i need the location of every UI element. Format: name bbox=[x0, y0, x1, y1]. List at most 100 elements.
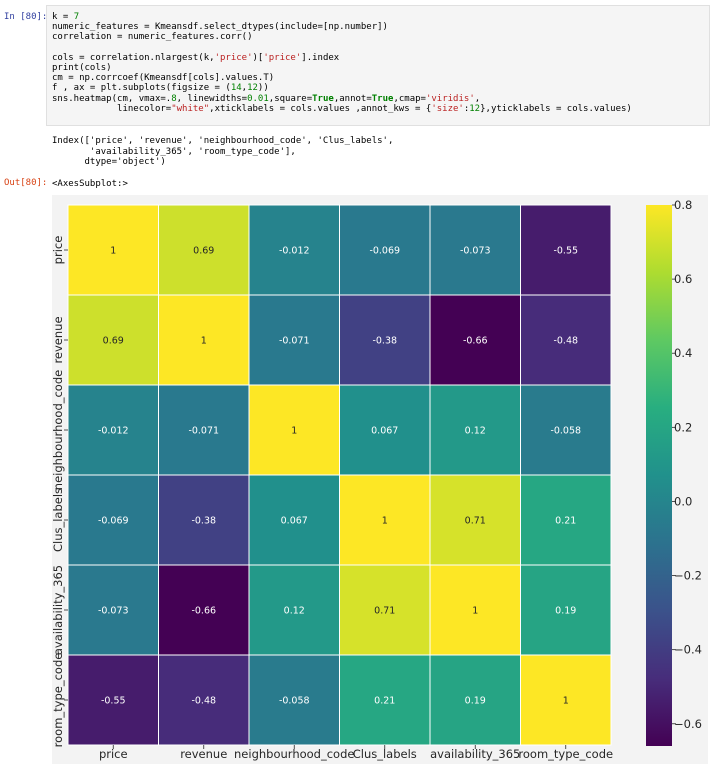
y-tick-label: Clus_labels bbox=[51, 488, 65, 552]
cell-annotation: 0.71 bbox=[465, 516, 486, 527]
heatmap-cell bbox=[339, 474, 431, 566]
x-tick-label: neighbourhood_code bbox=[234, 747, 354, 761]
y-tick-label: price bbox=[51, 236, 65, 265]
cell-annotation: -0.069 bbox=[98, 516, 129, 527]
cell-annotation: 1 bbox=[382, 516, 388, 527]
y-tick-label: availability_365 bbox=[51, 565, 65, 655]
cell-annotation: -0.071 bbox=[188, 426, 219, 437]
code-line: print(cols) bbox=[52, 63, 112, 74]
y-tick-label: revenue bbox=[51, 316, 65, 363]
cell-annotation: 0.21 bbox=[374, 696, 395, 707]
cell-annotation: -0.48 bbox=[553, 336, 578, 347]
heatmap-cell bbox=[248, 654, 340, 746]
code-line: sns.heatmap(cm, vmax=.8, linewidths=0.01… bbox=[52, 93, 481, 104]
heatmap-cell bbox=[339, 384, 431, 476]
stdout-line: Index(['price', 'revenue', 'neighbourhoo… bbox=[52, 136, 394, 146]
heatmap-cell bbox=[429, 654, 521, 746]
cell-annotation: 0.19 bbox=[555, 606, 576, 617]
heatmap-cell bbox=[520, 564, 612, 656]
cell-annotation: 0.12 bbox=[284, 606, 305, 617]
x-tick-label: availability_365 bbox=[430, 747, 520, 761]
cell-annotation: -0.55 bbox=[101, 696, 126, 707]
heatmap-cell bbox=[158, 294, 250, 386]
stdout-line: dtype='object') bbox=[52, 157, 166, 168]
heatmap-cell bbox=[429, 294, 521, 386]
input-prompt: In [80]: bbox=[4, 12, 48, 22]
x-tick-label: price bbox=[99, 747, 128, 761]
axes-repr-output: <AxesSubplot:> bbox=[52, 179, 128, 189]
heatmap-cell bbox=[429, 564, 521, 656]
code-line: linecolor="white",xticklabels = cols.val… bbox=[52, 103, 632, 114]
code-line: correlation = numeric_features.corr() bbox=[52, 32, 253, 43]
heatmap-cell bbox=[248, 474, 340, 566]
cell-annotation: -0.66 bbox=[463, 336, 488, 347]
code-line: k = 7 bbox=[52, 12, 80, 22]
cell-annotation: -0.073 bbox=[98, 606, 129, 617]
output-prompt: Out[80]: bbox=[4, 178, 48, 188]
heatmap-cell bbox=[158, 384, 250, 476]
y-tick-label: neighbourhood_code bbox=[51, 370, 65, 490]
heatmap-cell bbox=[520, 204, 612, 296]
heatmap-cell bbox=[429, 204, 521, 296]
heatmap-cell bbox=[67, 654, 159, 746]
cell-annotation: 0.69 bbox=[103, 336, 124, 347]
heatmap-cell bbox=[248, 384, 340, 476]
code-line: numeric_features = Kmeansdf.select_dtype… bbox=[52, 22, 388, 33]
cell-annotation: -0.48 bbox=[191, 696, 216, 707]
code-line: f , ax = plt.subplots(figsize = (14,12)) bbox=[52, 83, 269, 94]
cell-annotation: 1 bbox=[110, 246, 116, 257]
colorbar-tick-label: 0.2 bbox=[674, 420, 692, 434]
cell-annotation: 1 bbox=[472, 606, 478, 617]
cell-annotation: -0.55 bbox=[553, 246, 578, 257]
heatmap-cell bbox=[339, 294, 431, 386]
cell-annotation: -0.058 bbox=[550, 426, 581, 437]
heatmap-cell bbox=[158, 474, 250, 566]
cell-annotation: 0.69 bbox=[193, 246, 214, 257]
colorbar-tick-label: −0.4 bbox=[674, 643, 702, 657]
code-line: cols = correlation.nlargest(k,'price')['… bbox=[52, 52, 340, 63]
heatmap-cell bbox=[248, 294, 340, 386]
heatmap-cell bbox=[520, 654, 612, 746]
cell-annotation: -0.38 bbox=[372, 336, 397, 347]
x-tick-label: room_type_code bbox=[518, 747, 613, 761]
heatmap-cell bbox=[248, 204, 340, 296]
cell-annotation: 0.71 bbox=[374, 606, 395, 617]
cell-annotation: 0.21 bbox=[555, 516, 576, 527]
cell-annotation: -0.073 bbox=[460, 246, 491, 257]
code-cell[interactable]: k = 7 numeric_features = Kmeansdf.select… bbox=[46, 5, 710, 126]
cell-annotation: 0.067 bbox=[371, 426, 398, 437]
heatmap-cell bbox=[67, 294, 159, 386]
colorbar-tick-label: −0.6 bbox=[674, 717, 702, 731]
colorbar-tick-label: −0.2 bbox=[674, 569, 702, 583]
cell-annotation: -0.071 bbox=[279, 336, 310, 347]
cell-annotation: -0.38 bbox=[191, 516, 216, 527]
code-line: cm = np.corrcoef(Kmeansdf[cols].values.T… bbox=[52, 73, 275, 84]
y-tick-label: room_type_code bbox=[51, 653, 65, 748]
heatmap-cell bbox=[520, 294, 612, 386]
cell-annotation: -0.66 bbox=[191, 606, 216, 617]
code-editor[interactable]: k = 7 numeric_features = Kmeansdf.select… bbox=[52, 12, 632, 114]
cell-annotation: 0.19 bbox=[465, 696, 486, 707]
cell-annotation: -0.012 bbox=[98, 426, 129, 437]
cell-annotation: 0.12 bbox=[465, 426, 486, 437]
heatmap-cell bbox=[158, 654, 250, 746]
x-tick-label: revenue bbox=[180, 747, 227, 761]
heatmap-cell bbox=[520, 474, 612, 566]
stdout-line: 'availability_365', 'room_type_code'], bbox=[52, 146, 296, 157]
cell-annotation: -0.069 bbox=[369, 246, 400, 257]
colorbar-tick-label: 0.0 bbox=[674, 494, 692, 508]
stdout-output: Index(['price', 'revenue', 'neighbourhoo… bbox=[52, 136, 393, 168]
cell-annotation: 0.067 bbox=[281, 516, 308, 527]
cell-annotation: 1 bbox=[563, 696, 569, 707]
cell-annotation: -0.058 bbox=[279, 696, 310, 707]
cell-annotation: 1 bbox=[291, 426, 297, 437]
cell-annotation: -0.012 bbox=[279, 246, 310, 257]
heatmap-cell bbox=[520, 384, 612, 476]
heatmap-cell bbox=[339, 564, 431, 656]
colorbar-tick-label: 0.6 bbox=[674, 272, 692, 286]
colorbar-tick-label: 0.4 bbox=[674, 346, 692, 360]
colorbar bbox=[646, 205, 672, 746]
x-tick-label: Clus_labels bbox=[353, 747, 417, 761]
colorbar-tick-label: 0.8 bbox=[674, 198, 692, 212]
